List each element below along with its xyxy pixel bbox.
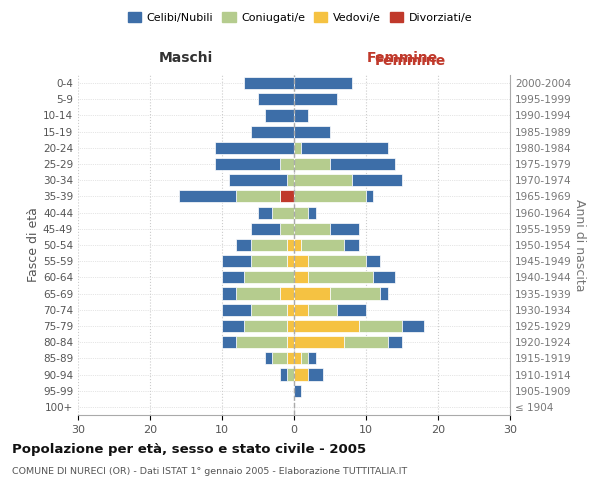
Bar <box>388 336 402 348</box>
Bar <box>229 174 287 186</box>
Bar <box>222 304 251 316</box>
Bar <box>337 304 366 316</box>
Bar <box>258 93 294 106</box>
Bar <box>265 110 294 122</box>
Y-axis label: Fasce di età: Fasce di età <box>27 208 40 282</box>
Bar <box>265 352 272 364</box>
Bar <box>287 174 294 186</box>
Bar <box>251 255 287 268</box>
Bar <box>330 158 395 170</box>
Bar <box>402 320 424 332</box>
Bar <box>301 352 308 364</box>
Bar <box>280 222 294 235</box>
Bar <box>222 255 251 268</box>
Bar <box>294 126 330 138</box>
Bar <box>294 158 330 170</box>
Bar <box>330 222 359 235</box>
Bar <box>215 158 280 170</box>
Bar <box>294 110 308 122</box>
Bar <box>301 239 344 251</box>
Bar <box>373 272 395 283</box>
Bar <box>294 336 344 348</box>
Bar <box>294 93 337 106</box>
Bar <box>308 255 366 268</box>
Bar <box>308 368 323 380</box>
Bar <box>236 288 280 300</box>
Bar <box>287 320 294 332</box>
Bar <box>294 384 301 397</box>
Bar <box>344 239 359 251</box>
Bar <box>280 190 294 202</box>
Bar <box>294 352 301 364</box>
Bar <box>301 142 388 154</box>
Bar <box>287 239 294 251</box>
Bar <box>308 352 316 364</box>
Text: Maschi: Maschi <box>159 51 213 65</box>
Bar <box>308 272 373 283</box>
Bar <box>251 304 287 316</box>
Bar <box>222 288 236 300</box>
Bar <box>366 255 380 268</box>
Bar <box>366 190 373 202</box>
Bar <box>294 368 308 380</box>
Text: Popolazione per età, sesso e stato civile - 2005: Popolazione per età, sesso e stato civil… <box>12 442 366 456</box>
Bar <box>380 288 388 300</box>
Bar <box>352 174 402 186</box>
Bar <box>287 368 294 380</box>
Bar <box>272 206 294 218</box>
Bar <box>280 368 287 380</box>
Bar <box>287 255 294 268</box>
Bar <box>294 239 301 251</box>
Bar <box>215 142 294 154</box>
Bar <box>330 288 380 300</box>
Bar <box>359 320 402 332</box>
Y-axis label: Anni di nascita: Anni di nascita <box>572 198 586 291</box>
Bar <box>251 239 287 251</box>
Bar <box>294 255 308 268</box>
Bar <box>244 77 294 89</box>
Bar <box>294 222 330 235</box>
Bar <box>287 336 294 348</box>
Bar <box>222 272 244 283</box>
Bar <box>344 336 388 348</box>
Bar <box>222 320 244 332</box>
Bar <box>294 142 301 154</box>
Bar <box>294 320 359 332</box>
Bar <box>294 304 308 316</box>
Bar <box>236 336 287 348</box>
Bar <box>236 190 280 202</box>
Bar <box>280 288 294 300</box>
Bar <box>294 206 308 218</box>
Text: Femmine: Femmine <box>367 51 437 65</box>
Text: Femmine: Femmine <box>375 54 446 68</box>
Bar <box>294 272 308 283</box>
Bar <box>308 206 316 218</box>
Bar <box>222 336 236 348</box>
Bar <box>294 190 366 202</box>
Bar <box>272 352 287 364</box>
Bar <box>244 272 294 283</box>
Bar <box>294 288 330 300</box>
Bar <box>294 174 352 186</box>
Bar <box>251 222 280 235</box>
Bar <box>280 158 294 170</box>
Bar <box>251 126 294 138</box>
Bar <box>258 206 272 218</box>
Text: COMUNE DI NURECI (OR) - Dati ISTAT 1° gennaio 2005 - Elaborazione TUTTITALIA.IT: COMUNE DI NURECI (OR) - Dati ISTAT 1° ge… <box>12 468 407 476</box>
Bar <box>236 239 251 251</box>
Bar <box>287 304 294 316</box>
Legend: Celibi/Nubili, Coniugati/e, Vedovi/e, Divorziati/e: Celibi/Nubili, Coniugati/e, Vedovi/e, Di… <box>124 8 476 28</box>
Bar <box>308 304 337 316</box>
Bar <box>179 190 236 202</box>
Bar <box>244 320 287 332</box>
Bar <box>287 352 294 364</box>
Bar <box>294 77 352 89</box>
